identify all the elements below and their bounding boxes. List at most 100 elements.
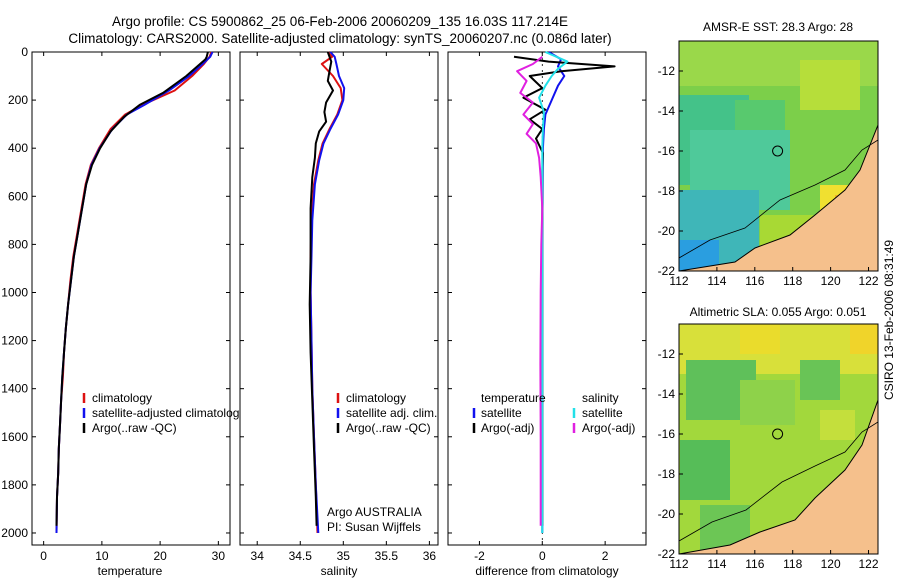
map-x-tick-label: 116 <box>745 274 764 288</box>
legend-label-temperature-argo: Argo(-adj) <box>481 421 534 435</box>
sst-land-mass <box>679 125 878 271</box>
series-line-argo-raw-qc <box>308 51 334 526</box>
temperature-lines <box>55 51 214 534</box>
map-x-tick-label: 122 <box>859 557 879 571</box>
legend-label-argo: Argo(..raw -QC) <box>346 421 431 435</box>
difference-x-label: difference from climatology <box>475 564 618 578</box>
legend-label-satellite-adjusted: satellite-adjusted climatology <box>92 406 245 420</box>
salinity-panel: 34 34.5 35 35.5 36 salinity climatology sate… <box>239 51 439 578</box>
x-tick-label: 0 <box>40 549 47 563</box>
x-tick-label: 20 <box>153 549 167 563</box>
legend-label-salinity-satellite: satellite <box>582 406 623 420</box>
salinity-axes-frame <box>239 51 439 546</box>
sla-map-panel: Altimetric SLA: 0.055 Argo: 0.051 112 114… <box>658 305 879 571</box>
map-y-tick-label: -12 <box>658 347 676 361</box>
legend-label-salinity-argo: Argo(-adj) <box>582 421 635 435</box>
x-tick-label: 34.5 <box>289 549 313 563</box>
legend-label-argo: Argo(..raw -QC) <box>92 421 177 435</box>
sla-map-ticks: 112 114 116 118 120 122 -12 -14 -16 -18 -20 -22 <box>658 347 879 571</box>
legend-label-climatology: climatology <box>92 391 152 405</box>
sla-heatmap <box>679 324 878 554</box>
csiro-timestamp-label: CSIRO 13-Feb-2006 08:31:49 <box>882 240 896 400</box>
map-y-tick-label: -12 <box>658 64 676 78</box>
sla-map-title: Altimetric SLA: 0.055 Argo: 0.051 <box>690 305 867 319</box>
salinity-legend: climatology satellite adj. clim. Argo(..… <box>336 391 437 435</box>
map-y-tick-label: -18 <box>658 184 676 198</box>
map-y-tick-label: -16 <box>658 427 676 441</box>
y-tick-label: 0 <box>21 45 28 59</box>
y-tick-label: 800 <box>8 237 28 251</box>
temperature-ticks: 0 10 20 30 0 200 400 600 800 1000 1200 1400 1600 1800… <box>1 45 230 563</box>
temperature-axes-frame <box>31 51 231 546</box>
map-y-tick-label: -18 <box>658 467 676 481</box>
map-x-tick-label: 114 <box>707 557 726 571</box>
difference-ticks: -2 0 2 <box>448 51 646 563</box>
temperature-legend: climatology satellite-adjusted climatolo… <box>82 391 245 435</box>
sst-bathymetry-contour <box>679 139 878 259</box>
x-tick-label: 35 <box>337 549 351 563</box>
temperature-panel: 0 10 20 30 0 200 400 600 800 1000 1200 1400 1600 1800… <box>1 45 245 578</box>
sst-coastline <box>679 124 878 271</box>
sst-map-ticks: 112 114 116 118 120 122 -12 -14 -16 -18 -20 -22 <box>658 64 879 288</box>
map-x-tick-label: 118 <box>783 274 802 288</box>
x-tick-label: 10 <box>95 549 109 563</box>
y-tick-label: 1400 <box>1 382 28 396</box>
sst-map-frame <box>678 40 879 272</box>
map-y-tick-label: -20 <box>658 507 676 521</box>
temperature-x-label: temperature <box>98 564 163 578</box>
map-x-tick-label: 118 <box>783 557 802 571</box>
figure-title-line1: Argo profile: CS 5900862_25 06-Feb-2006 … <box>112 14 568 29</box>
map-x-tick-label: 120 <box>821 557 841 571</box>
sla-bathymetry-contour <box>679 421 878 542</box>
sst-map-panel: AMSR-E SST: 28.3 Argo: 28 112 114 116 118 12… <box>658 20 879 288</box>
sla-land-mass <box>679 400 878 554</box>
y-tick-label: 400 <box>8 141 28 155</box>
salinity-ticks: 34 34.5 35 35.5 36 <box>240 51 438 563</box>
series-line-argo-raw-qc <box>55 51 209 526</box>
map-x-tick-label: 112 <box>669 557 688 571</box>
map-x-tick-label: 112 <box>669 274 688 288</box>
y-tick-label: 1600 <box>1 430 28 444</box>
x-tick-label: -2 <box>474 549 485 563</box>
map-y-tick-label: -16 <box>658 144 676 158</box>
x-tick-label: 36 <box>423 549 437 563</box>
map-y-tick-label: -14 <box>658 387 676 401</box>
sla-coastline <box>679 399 878 554</box>
sla-argo-position-marker <box>772 428 784 440</box>
y-tick-label: 2000 <box>1 526 28 540</box>
series-line-salinity-argo-adj <box>516 56 544 526</box>
map-y-tick-label: -20 <box>658 224 676 238</box>
salinity-x-label: salinity <box>321 564 358 578</box>
y-tick-label: 600 <box>8 189 28 203</box>
legend-label-temperature-satellite: satellite <box>481 406 522 420</box>
x-tick-label: 30 <box>212 549 226 563</box>
sst-argo-position-marker <box>772 145 784 157</box>
x-tick-label: 0 <box>539 549 546 563</box>
map-y-tick-label: -22 <box>658 264 676 278</box>
legend-label-satellite-adj: satellite adj. clim. <box>346 406 437 420</box>
y-tick-label: 200 <box>8 93 28 107</box>
series-line-salinity-satellite <box>538 51 569 533</box>
difference-panel: -2 0 2 difference from climatology tempera… <box>447 51 647 578</box>
figure-title-line2: Climatology: CARS2000. Satellite-adjuste… <box>68 31 611 46</box>
difference-legend: temperature satellite Argo(-adj) salinit… <box>472 391 635 435</box>
salinity-lines <box>308 51 346 534</box>
map-x-tick-label: 116 <box>745 557 764 571</box>
sst-map-title: AMSR-E SST: 28.3 Argo: 28 <box>703 20 853 34</box>
map-x-tick-label: 122 <box>859 274 879 288</box>
map-y-tick-label: -14 <box>658 104 676 118</box>
map-x-tick-label: 114 <box>707 274 726 288</box>
sst-heatmap <box>679 41 878 271</box>
sla-map-frame <box>678 323 879 555</box>
difference-lines <box>513 51 616 545</box>
y-tick-label: 1800 <box>1 478 28 492</box>
y-tick-label: 1200 <box>1 334 28 348</box>
map-y-tick-label: -22 <box>658 547 676 561</box>
difference-axes-frame <box>447 51 647 546</box>
argo-pi-annotation: PI: Susan Wijffels <box>327 520 421 534</box>
x-tick-label: 34 <box>251 549 265 563</box>
legend-title-temperature: temperature <box>481 391 546 405</box>
argo-program-annotation: Argo AUSTRALIA <box>327 505 422 519</box>
map-x-tick-label: 120 <box>821 274 841 288</box>
